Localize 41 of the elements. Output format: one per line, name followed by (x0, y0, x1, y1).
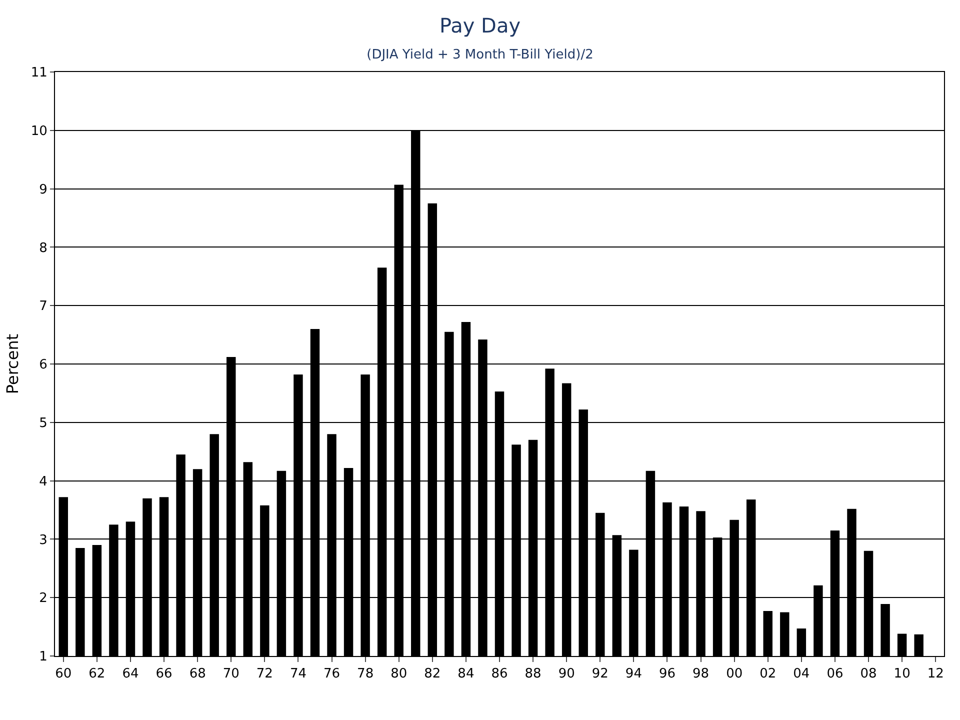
x-tick-label: 06 (826, 666, 844, 682)
x-tick-label: 92 (592, 666, 608, 682)
chart-subtitle: (DJIA Yield + 3 Month T-Bill Yield)/2 (366, 47, 594, 62)
x-tick-label: 04 (793, 666, 810, 682)
x-tick-label: 64 (122, 666, 139, 682)
x-tick-label: 94 (625, 666, 642, 682)
y-tick-label: 4 (39, 474, 48, 490)
y-tick-label: 6 (39, 358, 48, 373)
y-tick-label: 11 (30, 66, 48, 81)
x-tick-label: 80 (390, 666, 408, 682)
x-tick-label: 78 (357, 666, 374, 682)
x-tick-label: 70 (222, 666, 240, 682)
x-tick-label: 98 (692, 666, 710, 682)
x-tick-label: 68 (189, 666, 206, 682)
x-tick-label: 02 (760, 666, 776, 682)
chart-title: Pay Day (439, 13, 521, 38)
x-tick-label: 00 (726, 666, 743, 682)
x-tick-label: 84 (458, 666, 474, 682)
x-tick-label: 08 (860, 666, 877, 682)
x-tick-label: 12 (927, 666, 944, 682)
x-tick-label: 82 (424, 666, 441, 682)
x-tick-label: 88 (524, 666, 542, 682)
x-tick-label: 86 (491, 666, 508, 682)
y-tick-label: 5 (39, 416, 48, 431)
x-tick-label: 60 (55, 666, 72, 682)
y-tick-label: 2 (39, 591, 48, 606)
y-tick-label: 7 (39, 299, 48, 314)
x-tick-label: 72 (256, 666, 273, 682)
x-tick-label: 74 (290, 666, 306, 682)
x-tick-label: 62 (88, 666, 106, 682)
x-tick-label: 76 (323, 666, 340, 682)
x-tick-label: 90 (558, 666, 575, 682)
y-tick-label: 1 (39, 650, 48, 665)
y-axis-title: Percent (2, 334, 22, 394)
y-tick-label: 9 (39, 182, 48, 198)
y-tick-label: 3 (39, 532, 48, 548)
x-tick-label: 96 (658, 666, 676, 682)
y-tick-label: 8 (39, 240, 48, 256)
x-tick-label: 66 (156, 666, 172, 682)
x-tick-label: 10 (894, 666, 910, 682)
y-tick-label: 10 (30, 124, 48, 139)
